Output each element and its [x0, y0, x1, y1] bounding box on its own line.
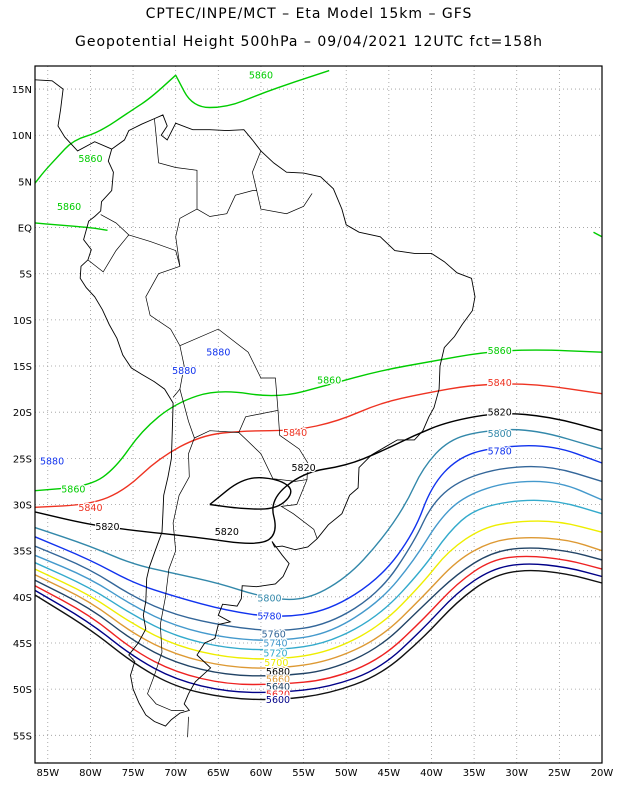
contour-label: 5720: [263, 649, 287, 660]
country-border: [145, 265, 185, 398]
contour-label: 5680: [266, 667, 290, 678]
contour-label: 5660: [266, 674, 290, 685]
contour-label: 5880: [206, 348, 230, 359]
coastline: [79, 114, 476, 727]
contour-label: 5860: [61, 484, 85, 495]
lon-tick-label: 75W: [122, 768, 145, 779]
lat-tick-label: 55S: [13, 731, 32, 742]
contour-label: 5880: [172, 366, 196, 377]
map-title-line1: CPTEC/INPE/MCT – Eta Model 15km – GFS: [145, 6, 473, 22]
contour-label: 5800: [488, 429, 512, 440]
contour-label: 5840: [78, 503, 102, 514]
contour-5860: [34, 222, 108, 231]
lat-tick-label: 50S: [13, 685, 32, 696]
lon-tick-label: 50W: [335, 768, 358, 779]
contour-5780: [34, 445, 603, 617]
height-contours: [34, 69, 603, 701]
contour-label: 5840: [488, 378, 512, 389]
lon-tick-label: 35W: [463, 768, 486, 779]
contour-5860: [34, 74, 177, 184]
contour-5820: [34, 413, 603, 544]
lon-tick-label: 55W: [292, 768, 315, 779]
contour-label: 5840: [283, 428, 307, 439]
country-border: [147, 437, 195, 711]
country-border: [154, 118, 198, 267]
lat-tick-label: 30S: [13, 501, 32, 512]
contour-5680: [34, 536, 603, 669]
contour-label: 5740: [263, 638, 287, 649]
contour-label: 5800: [257, 593, 281, 604]
axis-tick-labels: 15N 10N 5N EQ 5S 10S 15S 20S 25S 30S 35S 40S 45S 50S 5…: [12, 85, 614, 779]
contour-5700: [34, 520, 603, 660]
contour-label: 5860: [57, 202, 81, 213]
contour-label: 5860: [317, 375, 341, 386]
contour-label: 5640: [266, 682, 290, 693]
lat-tick-label: 45S: [13, 639, 32, 650]
country-border: [100, 214, 181, 267]
contour-5860: [175, 69, 330, 109]
lat-tick-label: 10S: [13, 316, 32, 327]
contour-label: 5760: [262, 629, 286, 640]
contour-label: 5820: [215, 527, 239, 538]
coastline: [34, 79, 112, 152]
lat-tick-label: 10N: [12, 131, 32, 142]
lon-tick-label: 45W: [378, 768, 401, 779]
contour-5620: [34, 563, 603, 694]
lon-tick-label: 20W: [591, 768, 614, 779]
contour-label: 5820: [291, 463, 315, 474]
lat-tick-label: 15S: [13, 362, 32, 373]
lon-tick-label: 25W: [548, 768, 571, 779]
contour-label: 5780: [257, 612, 281, 623]
contour-5760: [34, 465, 603, 631]
contour-label: 5880: [40, 457, 64, 468]
contour-5660: [34, 547, 603, 677]
contour-label: 5620: [266, 689, 290, 700]
contour-5820: [209, 476, 292, 510]
contour-5600: [34, 569, 603, 701]
lat-tick-label: 40S: [13, 593, 32, 604]
lon-tick-label: 80W: [79, 768, 102, 779]
coastlines-borders: [34, 79, 476, 738]
contour-5640: [34, 555, 603, 686]
lon-tick-label: 40W: [420, 768, 443, 779]
contour-5720: [34, 499, 603, 651]
contour-label: 5780: [488, 446, 512, 457]
lat-tick-label: 15N: [12, 85, 32, 96]
contour-label: 5600: [266, 695, 290, 706]
contour-5800: [34, 428, 603, 601]
lat-tick-label: 25S: [13, 454, 32, 465]
contour-value-labels: 5860 5860 5860 5880 5880 5860 5860 5840 5820 5800…: [39, 69, 513, 707]
lat-tick-label: 5N: [18, 177, 32, 188]
contour-5860: [34, 349, 603, 492]
country-border: [179, 328, 279, 439]
lat-tick-label: EQ: [18, 224, 32, 235]
country-border: [187, 716, 189, 738]
contour-label: 5860: [488, 346, 512, 357]
lat-tick-label: 5S: [19, 270, 32, 281]
contour-label: 5860: [249, 71, 273, 82]
contour-5840: [34, 383, 603, 508]
map-frame: [34, 65, 603, 764]
contour-label: 5860: [78, 154, 102, 165]
contour-label: 5820: [95, 522, 119, 533]
contour-label: 5700: [264, 658, 288, 669]
country-border: [252, 150, 313, 215]
lat-tick-label: 35S: [13, 547, 32, 558]
lon-tick-label: 30W: [505, 768, 528, 779]
lat-tick-label: 20S: [13, 408, 32, 419]
country-border: [196, 190, 257, 217]
contour-5740: [34, 480, 603, 641]
lon-tick-label: 85W: [36, 768, 59, 779]
map-title-line2: Geopotential Height 500hPa – 09/04/2021 …: [75, 34, 543, 50]
lon-tick-label: 65W: [207, 768, 230, 779]
lon-tick-label: 60W: [250, 768, 273, 779]
contour-label: 5820: [488, 408, 512, 419]
lon-tick-label: 70W: [164, 768, 187, 779]
country-border: [280, 479, 318, 539]
country-border: [87, 234, 130, 273]
contour-5860: [593, 231, 603, 238]
